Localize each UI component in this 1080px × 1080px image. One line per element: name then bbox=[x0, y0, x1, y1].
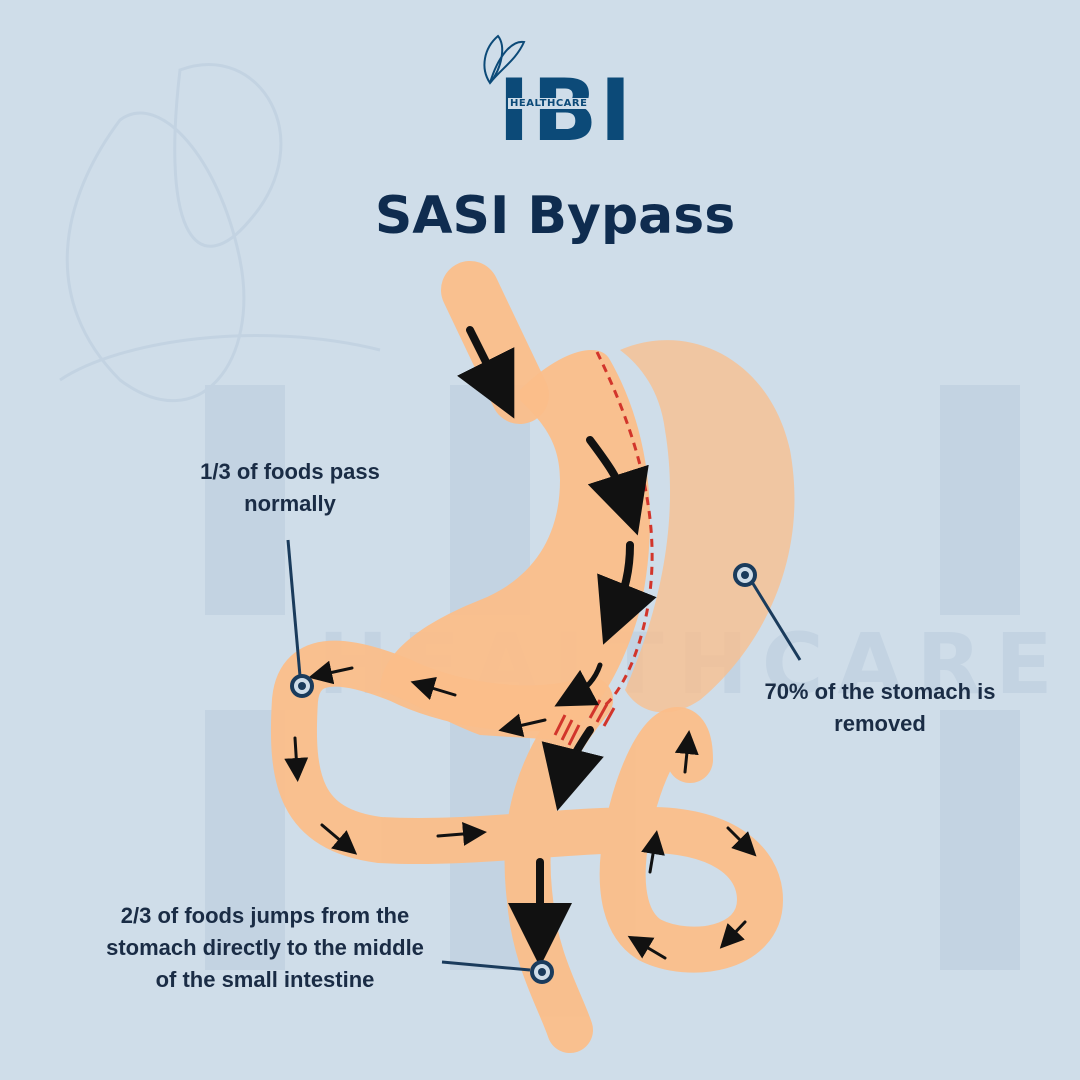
annotation-bypass-line3: of the small intestine bbox=[155, 967, 375, 992]
page-title: SASI Bypass bbox=[374, 186, 736, 246]
annotation-bypass-line1: 2/3 of foods jumps from the bbox=[120, 903, 410, 928]
intestine-upper bbox=[270, 640, 783, 973]
logo-subtitle: HEALTHCARE bbox=[508, 98, 590, 109]
logo-letters: IBI bbox=[498, 61, 634, 161]
logo: IBI HEALTHCARE bbox=[470, 28, 632, 154]
annotation-bypass: 2/3 of foods jumps from the stomach dire… bbox=[80, 900, 450, 996]
annotation-bypass-line2: stomach directly to the middle bbox=[106, 935, 424, 960]
callouts bbox=[286, 539, 802, 972]
annotation-removed-line1: 70% of the stomach is bbox=[764, 679, 996, 704]
callout-markers bbox=[290, 563, 757, 984]
removed-stomach bbox=[620, 340, 795, 713]
annotation-normal-pass: 1/3 of foods pass normally bbox=[160, 456, 420, 520]
annotation-removed-line2: removed bbox=[834, 711, 926, 736]
annotation-normal-line2: normally bbox=[244, 491, 336, 516]
stomach-pouch bbox=[380, 350, 650, 740]
butterfly-icon bbox=[483, 34, 526, 85]
annotation-normal-line1: 1/3 of foods pass bbox=[200, 459, 380, 484]
flow-arrows bbox=[284, 326, 757, 967]
annotation-removed: 70% of the stomach is removed bbox=[735, 676, 1025, 740]
